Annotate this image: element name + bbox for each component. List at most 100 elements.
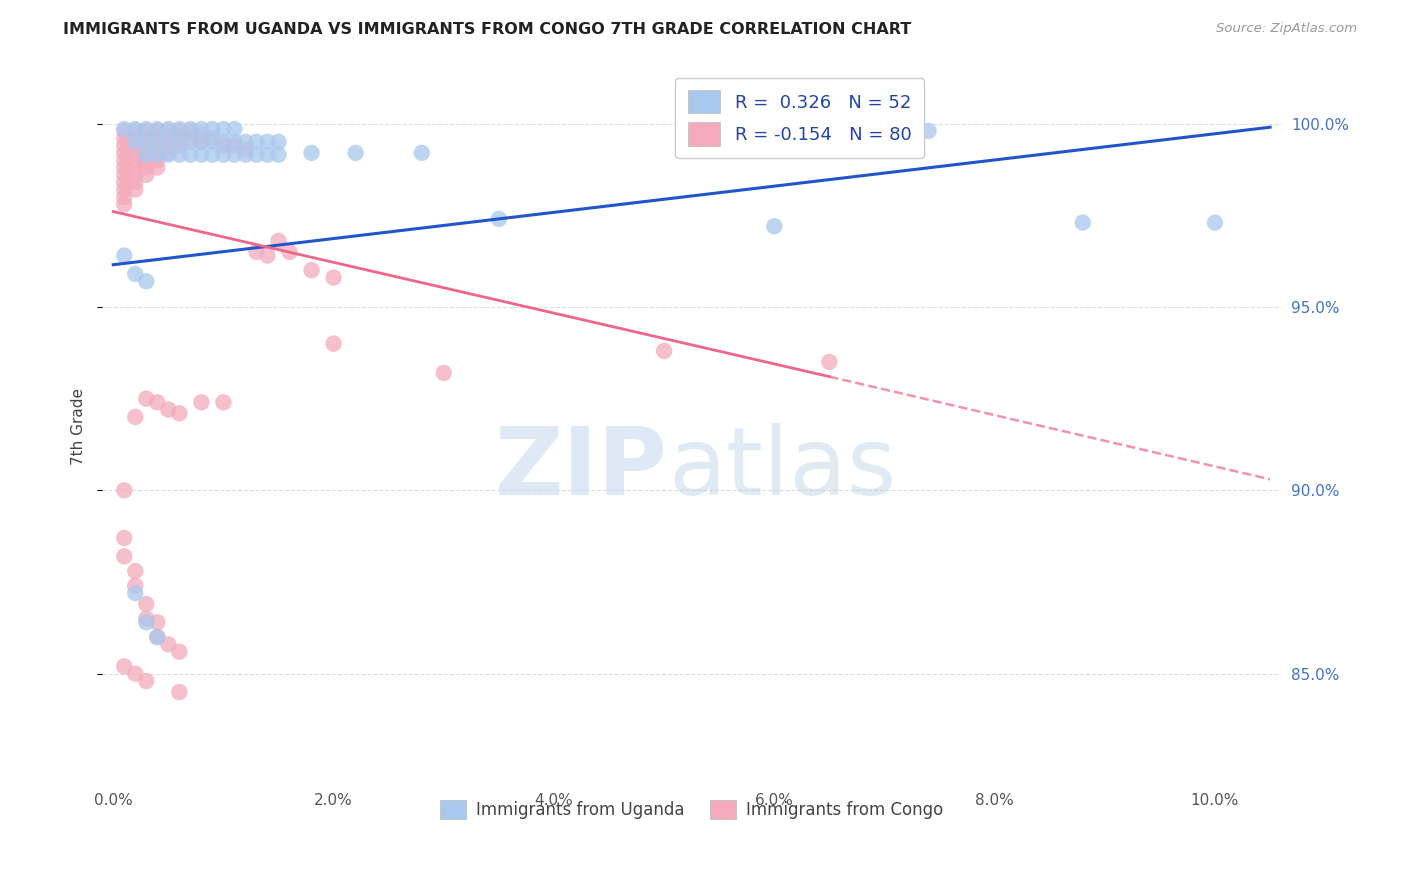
Point <box>146 122 169 136</box>
Point <box>157 637 180 651</box>
Point <box>301 263 323 277</box>
Point <box>112 124 135 138</box>
Point <box>135 161 157 175</box>
Point <box>146 131 169 145</box>
Point <box>146 135 169 149</box>
Point <box>224 122 246 136</box>
Point <box>179 147 201 161</box>
Point <box>124 135 146 149</box>
Point <box>169 122 191 136</box>
Point <box>146 630 169 644</box>
Point <box>146 124 169 138</box>
Point <box>157 124 180 138</box>
Point <box>112 190 135 204</box>
Point <box>256 147 278 161</box>
Point <box>157 131 180 145</box>
Point <box>190 395 212 409</box>
Point <box>433 366 456 380</box>
Point <box>157 138 180 153</box>
Point <box>135 147 157 161</box>
Point <box>157 135 180 149</box>
Point <box>267 147 290 161</box>
Point <box>212 147 235 161</box>
Point <box>322 270 344 285</box>
Point <box>169 131 191 145</box>
Point <box>818 355 841 369</box>
Point <box>112 175 135 189</box>
Point <box>112 138 135 153</box>
Point <box>190 135 212 149</box>
Point <box>135 135 157 149</box>
Point <box>124 183 146 197</box>
Point <box>201 122 224 136</box>
Point <box>146 147 169 161</box>
Point <box>179 122 201 136</box>
Point <box>146 395 169 409</box>
Point <box>212 395 235 409</box>
Point <box>267 234 290 248</box>
Point <box>112 168 135 182</box>
Point <box>146 153 169 168</box>
Point <box>146 145 169 160</box>
Point <box>112 531 135 545</box>
Text: Source: ZipAtlas.com: Source: ZipAtlas.com <box>1216 22 1357 36</box>
Point <box>917 124 939 138</box>
Point <box>169 406 191 420</box>
Point <box>235 147 257 161</box>
Y-axis label: 7th Grade: 7th Grade <box>72 388 86 465</box>
Point <box>112 183 135 197</box>
Point <box>112 131 135 145</box>
Point <box>112 659 135 673</box>
Text: IMMIGRANTS FROM UGANDA VS IMMIGRANTS FROM CONGO 7TH GRADE CORRELATION CHART: IMMIGRANTS FROM UGANDA VS IMMIGRANTS FRO… <box>63 22 911 37</box>
Point <box>124 131 146 145</box>
Point <box>124 666 146 681</box>
Point <box>190 128 212 142</box>
Point <box>652 343 675 358</box>
Point <box>157 145 180 160</box>
Point <box>190 135 212 149</box>
Point <box>179 124 201 138</box>
Point <box>245 244 267 259</box>
Point <box>169 645 191 659</box>
Point <box>146 138 169 153</box>
Point <box>146 161 169 175</box>
Point <box>124 564 146 578</box>
Point <box>146 630 169 644</box>
Point <box>201 131 224 145</box>
Point <box>135 673 157 688</box>
Point <box>201 147 224 161</box>
Point <box>256 249 278 263</box>
Point <box>245 147 267 161</box>
Point <box>112 122 135 136</box>
Point <box>224 147 246 161</box>
Point <box>169 147 191 161</box>
Point <box>169 124 191 138</box>
Point <box>135 153 157 168</box>
Point <box>135 131 157 145</box>
Point <box>1071 216 1094 230</box>
Point <box>179 131 201 145</box>
Point <box>112 161 135 175</box>
Legend: Immigrants from Uganda, Immigrants from Congo: Immigrants from Uganda, Immigrants from … <box>433 793 950 825</box>
Point <box>763 219 786 234</box>
Point <box>157 402 180 417</box>
Point <box>224 138 246 153</box>
Point <box>112 549 135 564</box>
Text: atlas: atlas <box>668 423 897 515</box>
Point <box>135 597 157 611</box>
Point <box>212 135 235 149</box>
Point <box>135 138 157 153</box>
Point <box>135 145 157 160</box>
Point <box>344 145 367 160</box>
Point <box>135 122 157 136</box>
Point <box>124 267 146 281</box>
Point <box>124 153 146 168</box>
Point <box>135 392 157 406</box>
Point <box>124 586 146 600</box>
Point <box>245 135 267 149</box>
Point <box>190 122 212 136</box>
Point <box>112 197 135 211</box>
Point <box>301 145 323 160</box>
Point <box>212 138 235 153</box>
Point <box>112 153 135 168</box>
